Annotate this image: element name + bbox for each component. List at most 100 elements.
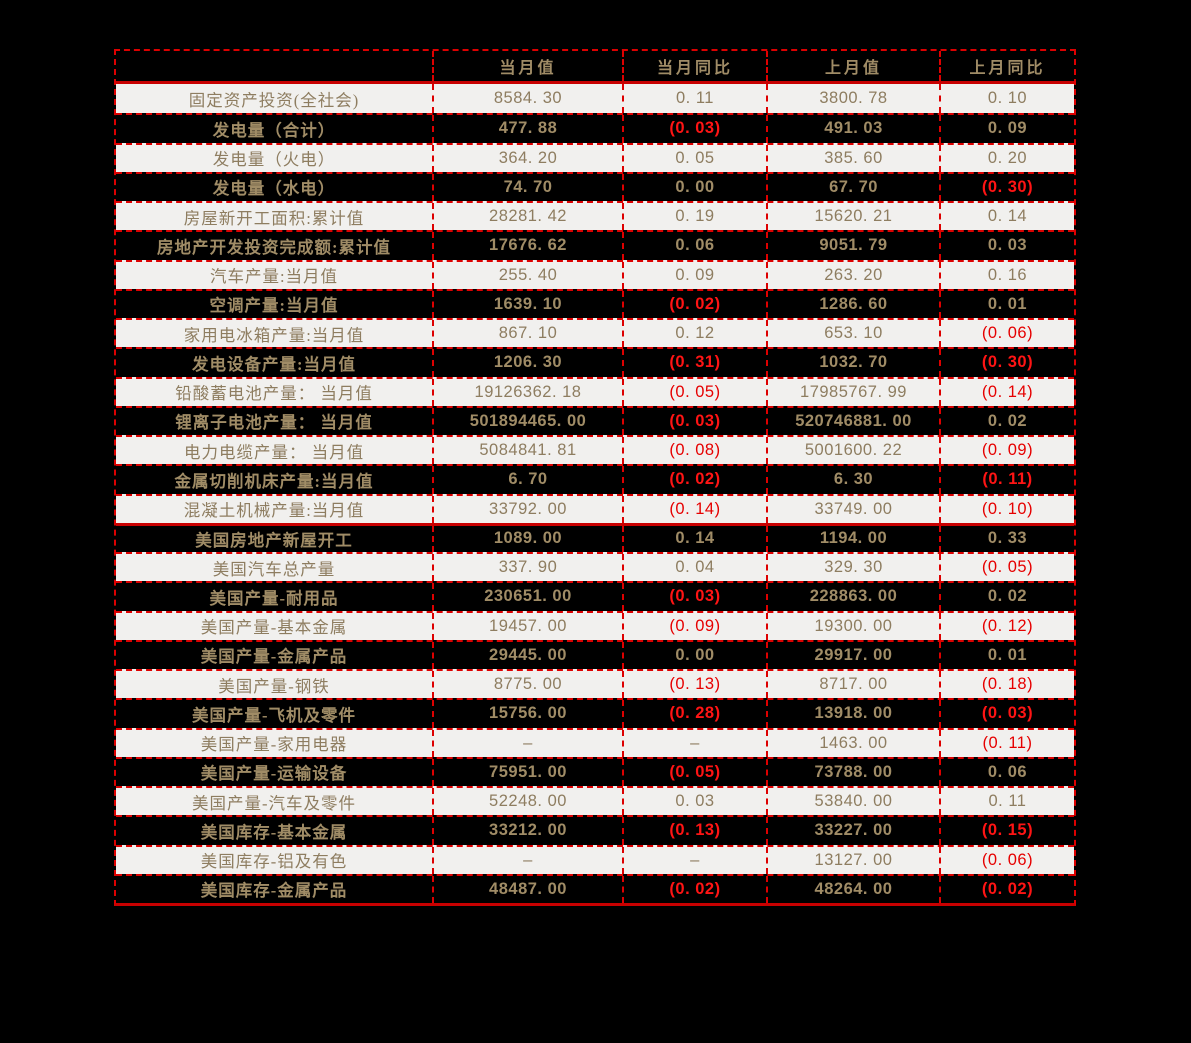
cell-last-month-yoy: (0. 30): [981, 353, 1034, 372]
table-row: 美国房地产新屋开工 1089. 00 0. 14 1194. 00 0. 33: [116, 522, 1074, 552]
table-row: 美国库存-基本金属 33212. 00 (0. 13) 33227. 00 (0…: [116, 815, 1074, 845]
cell-last-month-yoy: 0. 06: [987, 762, 1028, 781]
table-row: 房地产开发投资完成额:累计值 17676. 62 0. 06 9051. 79 …: [116, 230, 1074, 260]
cell-current-month-value: 8775. 00: [434, 671, 624, 699]
row-label: 美国产量-汽车及零件: [116, 788, 434, 816]
cell-current-month-yoy: (0. 02): [624, 466, 768, 494]
row-label: 汽车产量:当月值: [116, 261, 434, 289]
cell-last-month-yoy: (0. 18): [981, 675, 1034, 694]
cell-last-month-value: 48264. 00: [768, 875, 941, 903]
table-row: 美国产量-钢铁 8775. 00 (0. 13) 8717. 00 (0. 18…: [116, 669, 1074, 699]
cell-current-month-value: 364. 20: [434, 144, 624, 172]
table-row: 美国库存-铝及有色 – – 13127. 00 (0. 06): [116, 844, 1074, 874]
cell-current-month-value: 19126362. 18: [434, 378, 624, 406]
cell-current-month-yoy: (0. 08): [624, 437, 768, 465]
cell-last-month-value: 1286. 60: [768, 290, 941, 318]
table-row: 发电量（火电） 364. 20 0. 05 385. 60 0. 20: [116, 142, 1074, 172]
cell-last-month-yoy: 0. 20: [987, 148, 1028, 167]
row-label: 美国汽车总产量: [116, 554, 434, 582]
cell-current-month-value: 19457. 00: [434, 612, 624, 640]
cell-current-month-value: –: [434, 729, 624, 757]
cell-current-month-value: 28281. 42: [434, 203, 624, 231]
cell-current-month-value: 1089. 00: [434, 525, 624, 552]
cell-last-month-yoy: 0. 11: [988, 792, 1027, 811]
cell-last-month-value: 1194. 00: [768, 525, 941, 552]
cell-current-month-value: 33792. 00: [434, 495, 624, 523]
cell-current-month-yoy: (0. 31): [624, 349, 768, 377]
cell-current-month-value: 5084841. 81: [434, 437, 624, 465]
header-current-month-yoy: 当月同比: [624, 51, 768, 81]
cell-last-month-yoy: 0. 16: [987, 265, 1028, 284]
header-indicator-name: [116, 51, 434, 81]
row-label: 金属切削机床产量:当月值: [116, 466, 434, 494]
cell-last-month-value: 6. 30: [768, 466, 941, 494]
row-label: 美国产量-钢铁: [116, 671, 434, 699]
cell-last-month-yoy: (0. 06): [981, 850, 1034, 869]
cell-last-month-value: 5001600. 22: [768, 437, 941, 465]
row-label: 房地产开发投资完成额:累计值: [116, 232, 434, 260]
cell-last-month-yoy: (0. 11): [982, 733, 1033, 752]
table-row: 美国产量-汽车及零件 52248. 00 0. 03 53840. 00 0. …: [116, 786, 1074, 816]
cell-last-month-value: 13127. 00: [768, 846, 941, 874]
table-header-row: 当月值 当月同比 上月值 上月同比: [116, 51, 1074, 84]
cell-last-month-yoy: (0. 02): [981, 879, 1034, 898]
cell-current-month-value: 255. 40: [434, 261, 624, 289]
cell-last-month-yoy: 0. 14: [987, 207, 1028, 226]
cell-last-month-yoy: (0. 06): [981, 324, 1034, 343]
cell-current-month-value: 17676. 62: [434, 232, 624, 260]
row-label: 电力电缆产量： 当月值: [116, 437, 434, 465]
cell-current-month-yoy: 0. 00: [624, 641, 768, 669]
cell-current-month-yoy: –: [624, 846, 768, 874]
row-label: 发电量（合计）: [116, 115, 434, 143]
cell-current-month-value: 8584. 30: [434, 84, 624, 114]
cell-last-month-value: 491. 03: [768, 115, 941, 143]
cell-current-month-yoy: (0. 02): [624, 290, 768, 318]
table-body: 固定资产投资(全社会) 8584. 30 0. 11 3800. 78 0. 1…: [116, 84, 1074, 903]
cell-current-month-value: 33212. 00: [434, 817, 624, 845]
cell-current-month-value: 230651. 00: [434, 583, 624, 611]
cell-current-month-yoy: 0. 06: [624, 232, 768, 260]
cell-last-month-value: 3800. 78: [768, 84, 941, 114]
cell-last-month-value: 17985767. 99: [768, 378, 941, 406]
cell-last-month-value: 33749. 00: [768, 495, 941, 523]
table-row: 锂离子电池产量： 当月值 501894465. 00 (0. 03) 52074…: [116, 405, 1074, 435]
row-label: 空调产量:当月值: [116, 290, 434, 318]
cell-current-month-yoy: 0. 14: [624, 525, 768, 552]
cell-current-month-yoy: 0. 05: [624, 144, 768, 172]
header-last-month-value: 上月值: [768, 51, 941, 81]
table-row: 美国产量-金属产品 29445. 00 0. 00 29917. 00 0. 0…: [116, 639, 1074, 669]
table-row: 发电设备产量:当月值 1206. 30 (0. 31) 1032. 70 (0.…: [116, 347, 1074, 377]
cell-last-month-yoy: (0. 12): [981, 616, 1034, 635]
cell-last-month-value: 33227. 00: [768, 817, 941, 845]
table-row: 空调产量:当月值 1639. 10 (0. 02) 1286. 60 0. 01: [116, 288, 1074, 318]
row-label: 固定资产投资(全社会): [116, 84, 434, 114]
cell-current-month-value: 6. 70: [434, 466, 624, 494]
row-label: 美国产量-运输设备: [116, 758, 434, 786]
cell-current-month-yoy: –: [624, 729, 768, 757]
table-row: 家用电冰箱产量:当月值 867. 10 0. 12 653. 10 (0. 06…: [116, 318, 1074, 348]
row-label: 美国产量-飞机及零件: [116, 700, 434, 728]
row-label: 发电量（水电）: [116, 173, 434, 201]
cell-last-month-yoy: (0. 30): [981, 177, 1034, 196]
cell-current-month-value: –: [434, 846, 624, 874]
table-row: 混凝土机械产量:当月值 33792. 00 (0. 14) 33749. 00 …: [116, 493, 1074, 523]
cell-current-month-yoy: 0. 19: [624, 203, 768, 231]
cell-last-month-value: 13918. 00: [768, 700, 941, 728]
table-row: 固定资产投资(全社会) 8584. 30 0. 11 3800. 78 0. 1…: [116, 84, 1074, 114]
cell-last-month-value: 653. 10: [768, 320, 941, 348]
table-row: 发电量（水电） 74. 70 0. 00 67. 70 (0. 30): [116, 171, 1074, 201]
cell-last-month-value: 19300. 00: [768, 612, 941, 640]
cell-current-month-value: 29445. 00: [434, 641, 624, 669]
row-label: 美国产量-家用电器: [116, 729, 434, 757]
table-row: 房屋新开工面积:累计值 28281. 42 0. 19 15620. 21 0.…: [116, 201, 1074, 231]
cell-last-month-value: 15620. 21: [768, 203, 941, 231]
cell-current-month-value: 867. 10: [434, 320, 624, 348]
cell-last-month-value: 29917. 00: [768, 641, 941, 669]
cell-current-month-value: 52248. 00: [434, 788, 624, 816]
cell-current-month-yoy: 0. 00: [624, 173, 768, 201]
cell-last-month-value: 9051. 79: [768, 232, 941, 260]
row-label: 美国产量-金属产品: [116, 641, 434, 669]
cell-last-month-yoy: 0. 09: [987, 119, 1028, 138]
cell-current-month-value: 501894465. 00: [434, 407, 624, 435]
cell-current-month-yoy: (0. 13): [624, 671, 768, 699]
